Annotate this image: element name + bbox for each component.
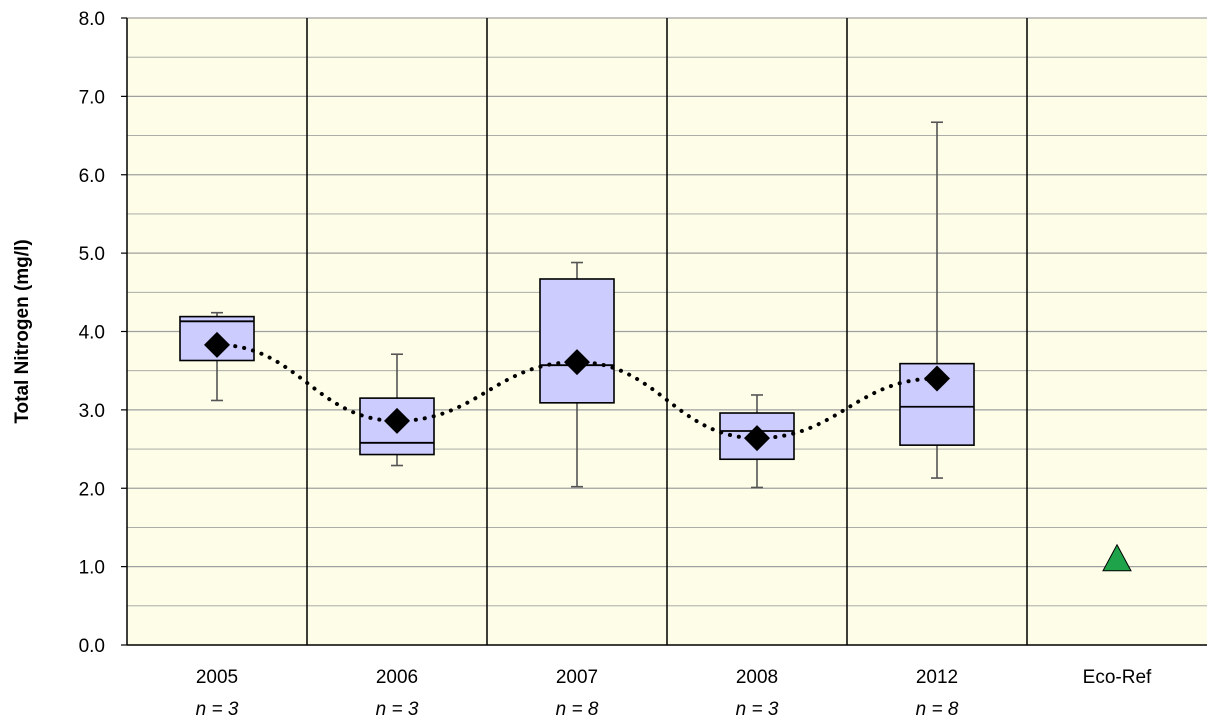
- y-tick-label: 0.0: [79, 636, 105, 657]
- x-category-label: 2012: [916, 667, 958, 688]
- box-iqr: [540, 279, 614, 403]
- y-tick-label: 2.0: [79, 479, 105, 500]
- y-tick-label: 1.0: [79, 558, 105, 579]
- y-axis-title: Total Nitrogen (mg/l): [12, 239, 33, 423]
- x-category-label: 2007: [556, 667, 598, 688]
- y-tick-label: 4.0: [79, 323, 105, 344]
- y-tick-label: 3.0: [79, 401, 105, 422]
- x-axis-labels: 2005 n = 3 2006 n = 3 2007 n = 8 2008 n = 3 2012…: [196, 667, 1152, 720]
- sample-size-label: n = 3: [196, 699, 239, 720]
- y-axis-ticks: 0.0 1.0 2.0 3.0 4.0 5.0 6.0 7.0 8.0: [79, 9, 127, 657]
- y-tick-label: 7.0: [79, 87, 105, 108]
- sample-size-label: n = 8: [556, 699, 599, 720]
- x-category-label: 2005: [196, 667, 238, 688]
- x-category-label: Eco-Ref: [1083, 667, 1152, 688]
- y-tick-label: 6.0: [79, 166, 105, 187]
- sample-size-label: n = 8: [916, 699, 959, 720]
- y-tick-label: 8.0: [79, 9, 105, 30]
- y-tick-label: 5.0: [79, 244, 105, 265]
- sample-size-label: n = 3: [376, 699, 419, 720]
- sample-size-label: n = 3: [736, 699, 779, 720]
- x-category-label: 2006: [376, 667, 418, 688]
- x-category-label: 2008: [736, 667, 778, 688]
